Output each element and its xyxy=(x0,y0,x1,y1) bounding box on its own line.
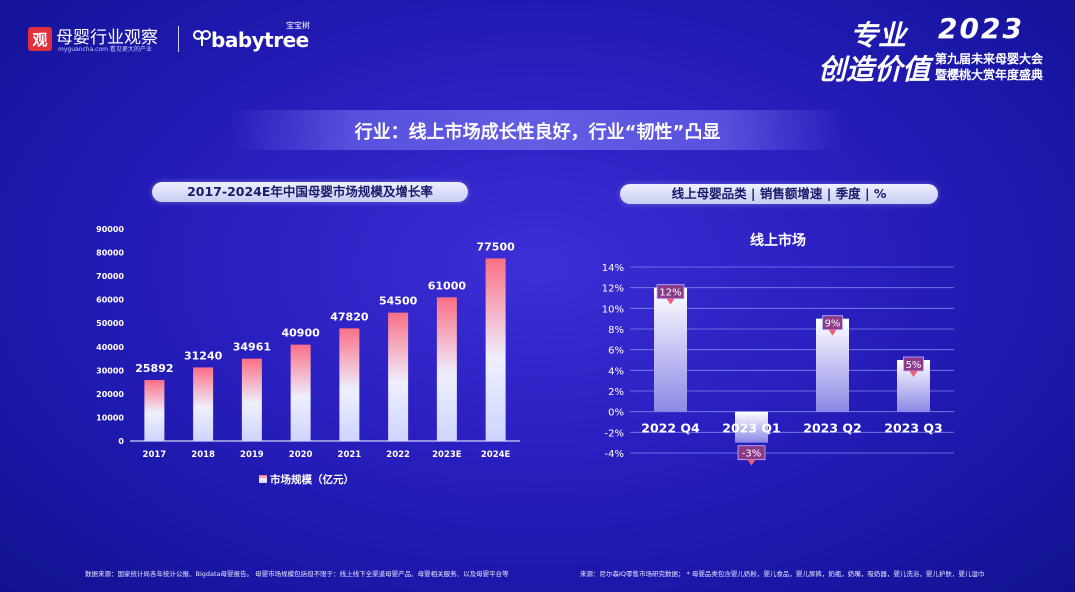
y-tick-label: 10000 xyxy=(96,413,124,422)
legend-label: 市场规模（亿元） xyxy=(270,473,354,486)
y-tick-label: 12% xyxy=(602,284,624,295)
market-bar xyxy=(388,312,409,441)
x-tick-label: 2022 xyxy=(386,450,410,460)
bar-value-label: 34961 xyxy=(233,341,271,354)
y-tick-label: 2% xyxy=(608,387,624,398)
x-tick-label: 2023 Q1 xyxy=(722,421,780,436)
y-tick-label: 0 xyxy=(118,437,124,446)
data-label-pointer xyxy=(666,298,675,305)
data-label-box xyxy=(822,315,843,331)
market-bar xyxy=(193,367,214,441)
x-tick-label: 2024E xyxy=(481,450,511,460)
event-line-1: 第九届未来母婴大会 xyxy=(935,52,1044,66)
online-growth-chart: 线上市场 -4% -2% 0% 2% 4% 6% 8% 10% 12% 14% 12% 2022 Q4 -… xyxy=(602,232,954,466)
data-label-pointer xyxy=(909,371,918,377)
growth-bar xyxy=(735,411,768,443)
x-tick-label: 2017 xyxy=(143,450,167,460)
y-tick-label: -4% xyxy=(605,449,624,460)
headline: 行业：线上市场成长性良好，行业“韧性”凸显 xyxy=(354,122,721,143)
market-bar xyxy=(485,258,506,441)
data-label-box xyxy=(656,284,685,300)
data-label: -3% xyxy=(742,449,761,460)
bar-value-label: 77500 xyxy=(476,240,515,253)
babytree-logo-icon xyxy=(193,30,211,46)
x-tick-label: 2020 xyxy=(289,450,313,460)
headline-band xyxy=(230,110,845,150)
market-bar xyxy=(290,344,311,441)
brand-name: 母婴行业观察 xyxy=(56,28,158,48)
bar-value-label: 40900 xyxy=(281,327,320,340)
x-tick-label: 2019 xyxy=(240,450,264,460)
x-tick-label: 2023 Q2 xyxy=(803,421,861,436)
y-tick-label: -2% xyxy=(605,428,624,439)
right-source-note: 来源：尼尔森IQ零售市场研究数据； * 母婴品类包含婴儿奶粉，婴儿食品，婴儿尿裤… xyxy=(580,570,985,578)
y-tick-label: 14% xyxy=(602,263,624,274)
bar-value-label: 31240 xyxy=(184,349,223,362)
event-slogan-2: 创造价值 xyxy=(818,53,931,86)
y-tick-label: 8% xyxy=(608,325,624,336)
y-tick-label: 40000 xyxy=(96,343,124,352)
bar-value-label: 25892 xyxy=(135,362,173,375)
data-label-pointer xyxy=(747,459,756,466)
market-size-chart: 0 10000 20000 30000 40000 50000 60000 70000 8000… xyxy=(96,225,520,486)
y-tick-label: 10% xyxy=(602,304,624,315)
y-tick-label: 90000 xyxy=(96,225,124,234)
y-tick-label: 6% xyxy=(608,346,624,357)
babytree-name: babytree xyxy=(211,28,309,52)
y-tick-label: 0% xyxy=(608,408,624,419)
bar-value-label: 61000 xyxy=(428,279,467,292)
y-tick-label: 50000 xyxy=(96,319,124,328)
x-tick-label: 2023E xyxy=(432,450,462,460)
market-bar xyxy=(436,297,457,441)
y-tick-label: 80000 xyxy=(96,249,124,258)
market-bar xyxy=(144,380,165,441)
x-tick-label: 2022 Q4 xyxy=(641,421,700,436)
event-year: 2023 xyxy=(938,12,1024,45)
x-tick-label: 2018 xyxy=(191,450,215,460)
brand-url-text: myguancha.com xyxy=(58,46,108,53)
y-tick-label: 70000 xyxy=(96,272,124,281)
brand-url: myguancha.com 看见更大的产业 xyxy=(58,44,152,53)
legend-swatch xyxy=(259,475,267,483)
event-line-2: 暨樱桃大赏年度盛典 xyxy=(935,68,1044,82)
x-tick-label: 2021 xyxy=(338,450,362,460)
guancha-logo-icon: 观 xyxy=(28,27,52,51)
y-tick-label: 4% xyxy=(608,366,624,377)
bar-value-label: 54500 xyxy=(379,295,418,308)
y-tick-label: 30000 xyxy=(96,366,124,375)
growth-bar xyxy=(654,287,687,412)
market-bar xyxy=(339,328,360,441)
event-slogan-1: 专业 xyxy=(850,19,907,52)
data-label: 12% xyxy=(659,288,681,299)
x-tick-label: 2023 Q3 xyxy=(884,421,942,436)
y-tick-label: 20000 xyxy=(96,390,124,399)
left-source-note: 数据来源：国家统计局各年统计公报、Bigdata母婴报告。 母婴市场规模包括但不… xyxy=(85,570,509,578)
y-tick-label: 60000 xyxy=(96,296,124,305)
data-label: 9% xyxy=(825,319,841,330)
data-label-pointer xyxy=(828,329,837,336)
chart-title: 线上市场 xyxy=(750,232,806,249)
data-label: 5% xyxy=(906,360,922,371)
right-chart-header: 线上母婴品类 | 销售额增速 | 季度 | % xyxy=(620,184,938,204)
market-bar xyxy=(241,358,262,441)
bar-value-label: 47820 xyxy=(330,310,369,323)
brand-slogan: 看见更大的产业 xyxy=(109,46,152,53)
logo-divider xyxy=(178,26,179,52)
babytree-cn: 宝宝树 xyxy=(286,21,310,30)
left-chart-title: 2017-2024E年中国母婴市场规模及增长率 xyxy=(152,182,468,202)
